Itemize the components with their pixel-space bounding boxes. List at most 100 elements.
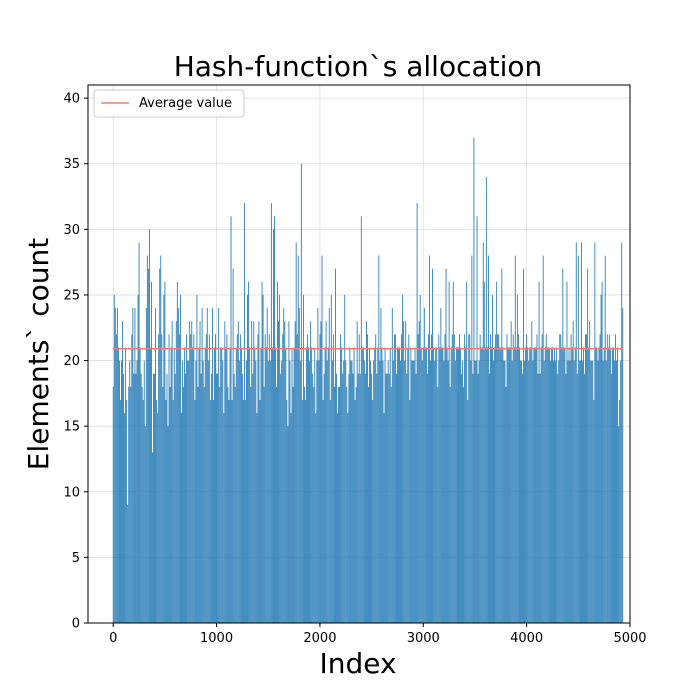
bar (604, 255, 606, 623)
bar (363, 360, 365, 623)
bar (548, 347, 550, 623)
bar (288, 321, 290, 623)
bar (505, 386, 507, 623)
bar (600, 294, 602, 623)
bar (411, 360, 413, 623)
bar (250, 386, 252, 623)
bar (251, 321, 253, 623)
bar (552, 347, 553, 623)
bar (427, 373, 428, 623)
bar (433, 347, 435, 623)
bar (286, 399, 288, 623)
bar (416, 203, 418, 623)
bar (367, 334, 368, 623)
bar (525, 347, 527, 623)
bar (479, 334, 481, 623)
bar (256, 413, 258, 623)
bar (207, 360, 209, 623)
bar (238, 360, 240, 623)
bar (163, 294, 165, 623)
x-tick-label: 2000 (303, 631, 336, 646)
bar (379, 360, 381, 623)
bar (502, 347, 504, 623)
bar (473, 137, 475, 624)
bar (570, 334, 572, 623)
bar (184, 347, 185, 623)
bar (181, 413, 182, 623)
x-tick-label: 1000 (200, 631, 233, 646)
bar (114, 308, 116, 623)
chart-title: Hash-function`s allocation (174, 50, 543, 83)
x-tick-label: 4000 (510, 631, 543, 646)
bar (152, 452, 153, 623)
bar (292, 386, 294, 623)
bar (142, 399, 144, 623)
bar (591, 360, 593, 623)
bar (290, 413, 292, 623)
bar (113, 294, 115, 623)
x-tick-label: 0 (109, 631, 117, 646)
bar (602, 360, 604, 623)
bar (342, 373, 344, 623)
bar (423, 308, 425, 623)
bar (440, 308, 442, 623)
bar (133, 373, 135, 623)
bar (274, 216, 275, 623)
bar (494, 347, 496, 623)
bar (300, 163, 302, 624)
bar (131, 334, 133, 623)
bar (471, 255, 473, 623)
bar (500, 347, 502, 623)
bar (150, 347, 151, 623)
bar (123, 373, 124, 623)
bar (351, 360, 353, 623)
bar (155, 308, 157, 623)
bar (209, 399, 211, 623)
bar (198, 347, 200, 623)
x-axis-label: Index (319, 647, 396, 680)
bar (532, 360, 534, 623)
bar (561, 347, 563, 623)
bar (460, 347, 461, 623)
bar (489, 373, 490, 623)
bar (187, 360, 189, 623)
bar (428, 334, 429, 623)
bar (317, 308, 319, 623)
bar (280, 373, 282, 623)
bar (319, 334, 321, 623)
bar (311, 347, 313, 623)
bar (453, 334, 455, 623)
bar (166, 373, 168, 623)
bar (462, 360, 463, 623)
bar (129, 360, 131, 623)
bar (574, 347, 576, 623)
bar (144, 426, 146, 623)
y-tick-label: 25 (63, 288, 80, 303)
bar (588, 347, 590, 623)
bar (253, 321, 255, 623)
bar (262, 294, 264, 623)
bar (569, 360, 571, 623)
bar (178, 334, 180, 623)
bar (282, 334, 284, 623)
bar (601, 281, 603, 623)
bar (278, 321, 280, 623)
bar (304, 386, 305, 623)
bar (287, 426, 289, 623)
bar (216, 373, 217, 623)
bar (572, 321, 574, 623)
bar (306, 347, 307, 623)
bar (225, 347, 227, 623)
bar (372, 399, 374, 623)
bar (409, 399, 411, 623)
bar (337, 413, 338, 623)
bar (527, 347, 529, 623)
bar (246, 360, 247, 623)
bar (391, 308, 393, 623)
bar (213, 399, 214, 623)
bar (493, 360, 494, 623)
bar (325, 321, 327, 623)
bar (424, 347, 426, 623)
bar (448, 281, 450, 623)
bar (201, 308, 203, 623)
